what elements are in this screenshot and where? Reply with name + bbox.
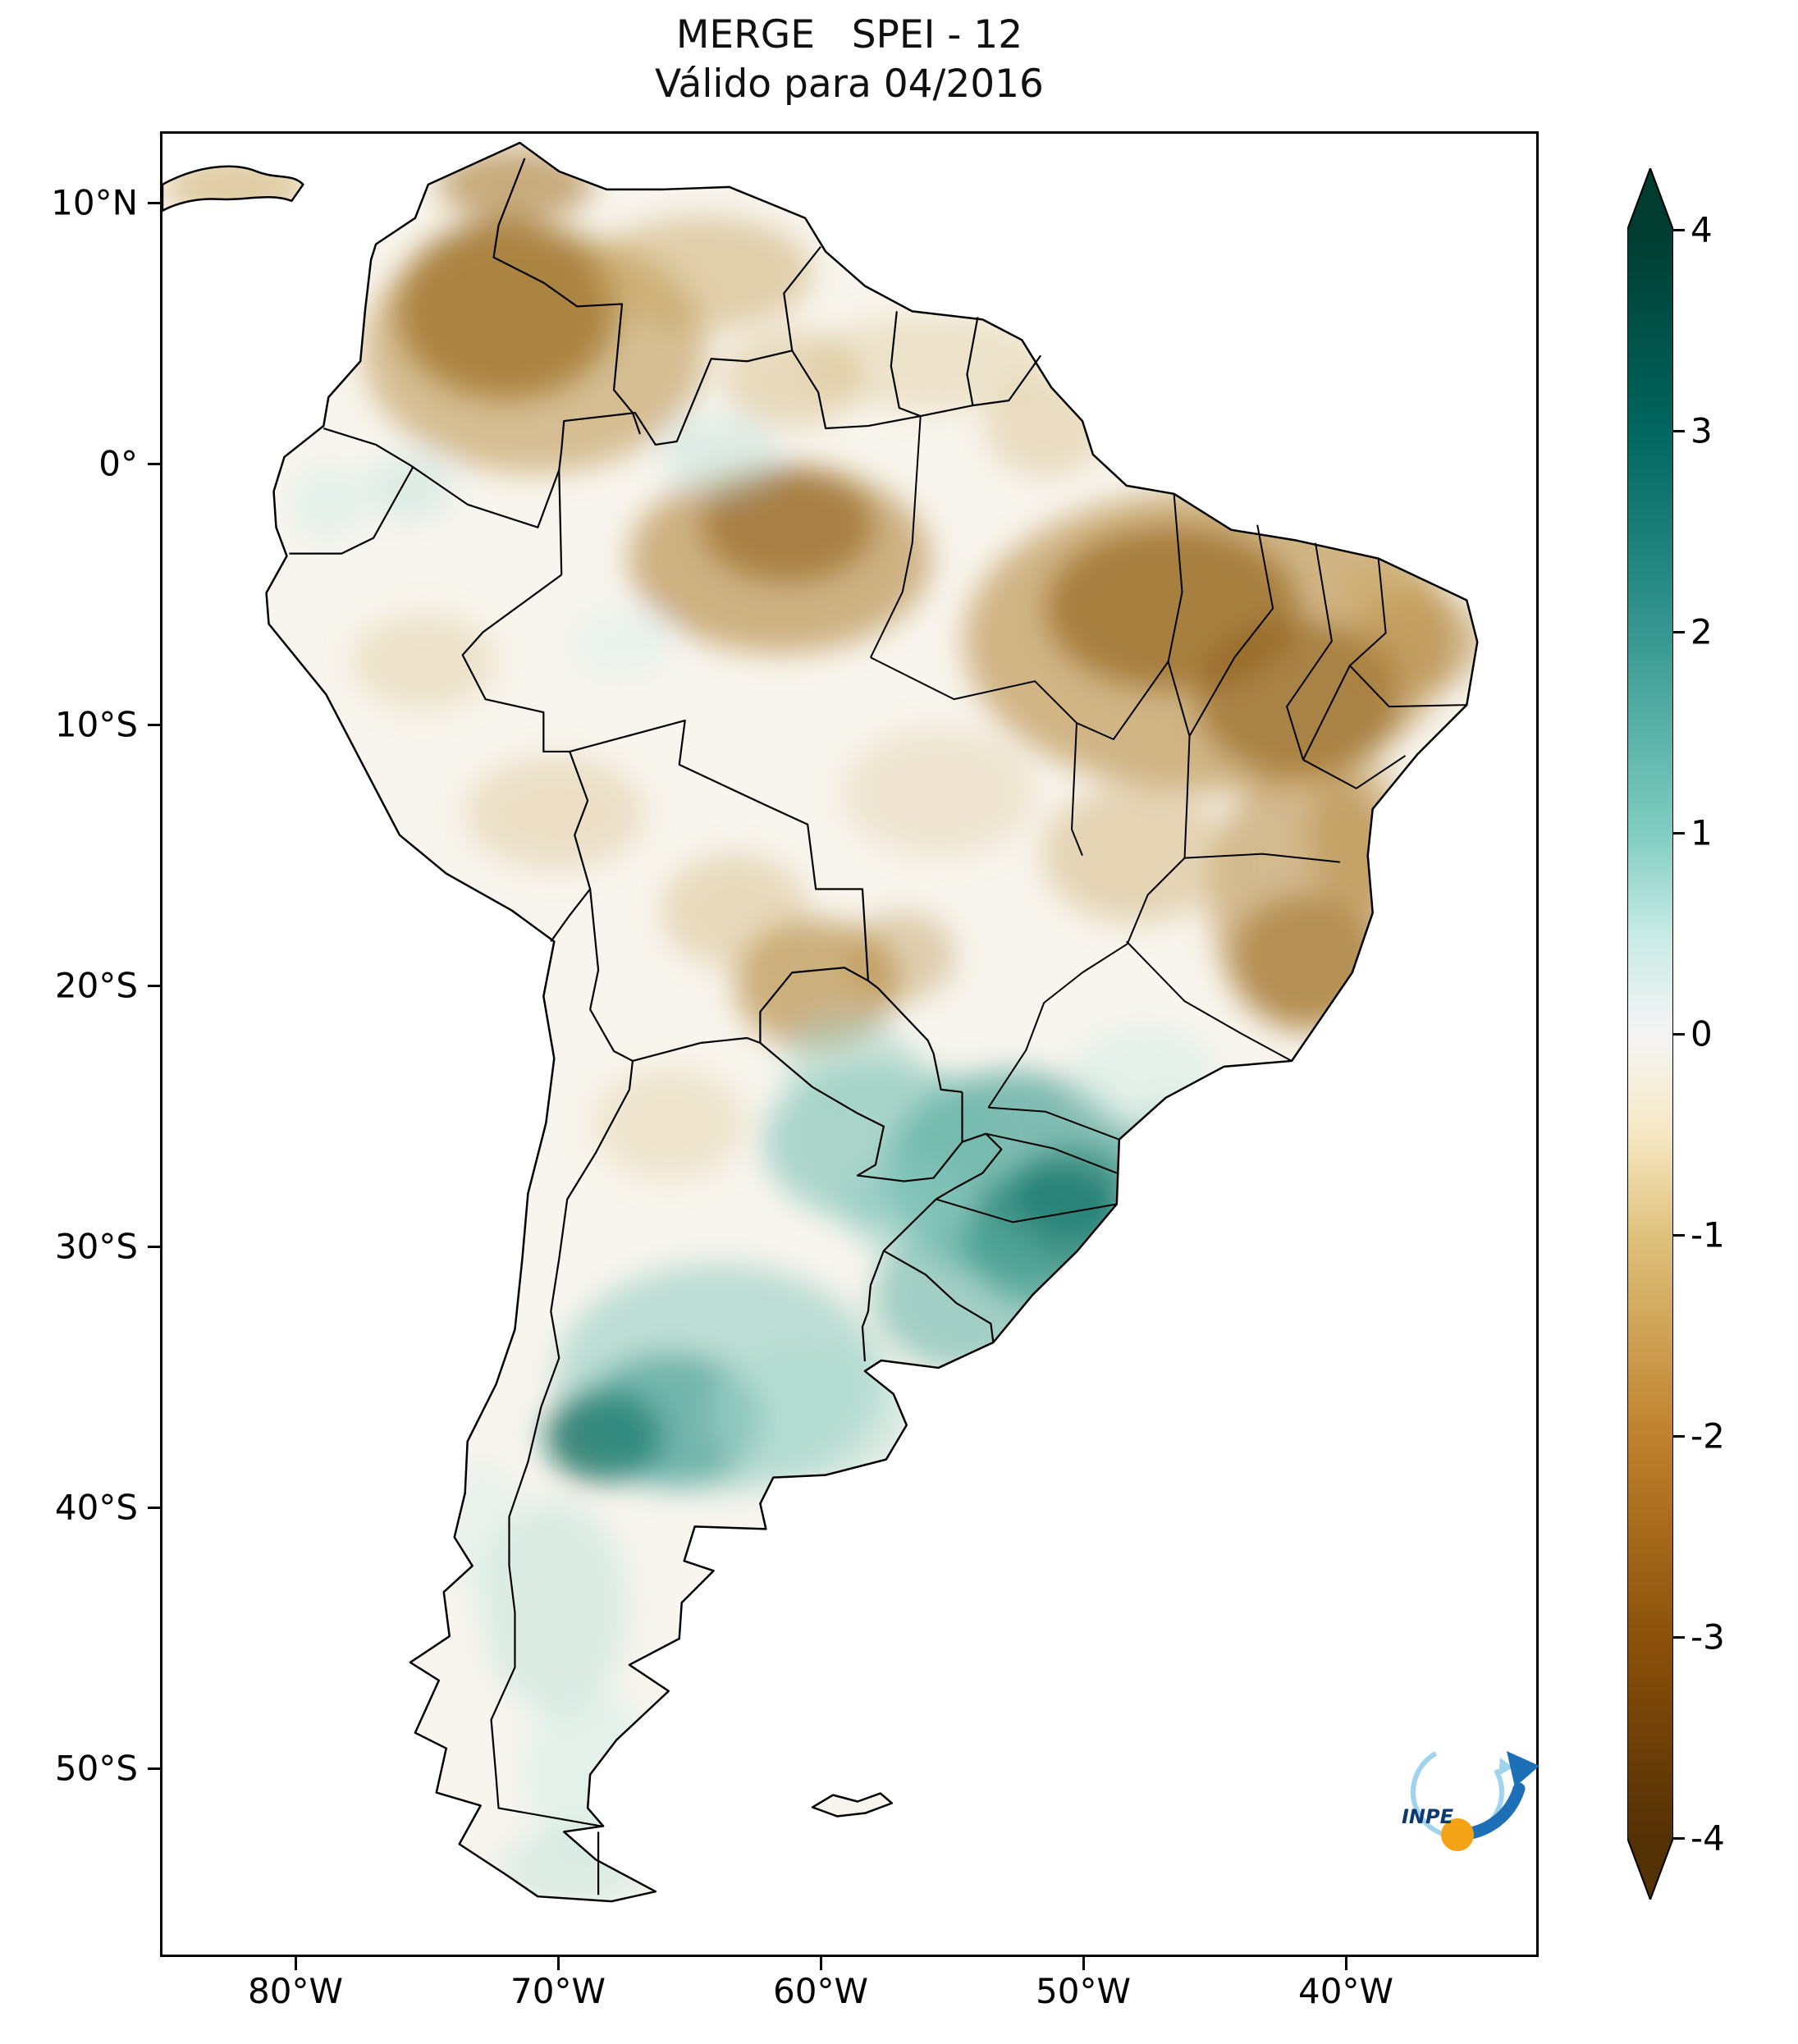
- y-tick-label: 10°S: [54, 704, 138, 745]
- inpe-logo: INPE: [1385, 1733, 1541, 1868]
- y-tick-label: 0°: [98, 443, 138, 484]
- x-tick-label: 70°W: [510, 1971, 606, 2011]
- x-tick-mark: [1345, 1957, 1347, 1970]
- y-tick-mark: [148, 724, 161, 726]
- colorbar-tick-label: 0: [1690, 1013, 1713, 1054]
- x-tick-label: 80°W: [248, 1971, 343, 2011]
- colorbar-tick-label: -1: [1690, 1214, 1725, 1255]
- colorbar-tick-mark: [1673, 430, 1685, 432]
- x-tick-label: 40°W: [1298, 1971, 1393, 2011]
- y-tick-mark: [148, 202, 161, 204]
- colorbar-tick-label: 1: [1690, 812, 1713, 853]
- x-tick-label: 60°W: [773, 1971, 868, 2011]
- x-tick-label: 50°W: [1036, 1971, 1131, 2011]
- logo-swirl-arrowhead: [1498, 1758, 1513, 1776]
- y-tick-mark: [148, 1507, 161, 1509]
- y-tick-label: 50°S: [54, 1748, 138, 1789]
- colorbar-tick-mark: [1673, 1837, 1685, 1840]
- y-tick-mark: [148, 463, 161, 465]
- logo-arrow-head: [1507, 1751, 1540, 1787]
- inpe-logo-graphic: INPE: [1402, 1745, 1540, 1851]
- colorbar-tick-mark: [1673, 1234, 1685, 1237]
- y-tick-mark: [148, 1246, 161, 1248]
- colorbar-tick-mark: [1673, 1033, 1685, 1036]
- colorbar-tick-label: -4: [1690, 1818, 1725, 1859]
- colorbar-tick-label: -3: [1690, 1616, 1725, 1658]
- country-borders: [289, 158, 1042, 1895]
- x-tick-mark: [820, 1957, 822, 1970]
- figure-subtitle: Válido para 04/2016: [655, 62, 1044, 107]
- colorbar: [1626, 166, 1674, 1902]
- colorbar-tick-mark: [1673, 1636, 1685, 1639]
- colorbar-tick-mark: [1673, 832, 1685, 835]
- y-tick-label: 40°S: [54, 1487, 138, 1528]
- y-tick-label: 20°S: [54, 965, 138, 1006]
- colorbar-gradient: [1626, 166, 1674, 1902]
- south-america-spei-map: [161, 141, 1479, 1903]
- logo-orange-ball: [1441, 1818, 1474, 1851]
- colorbar-tick-label: 3: [1690, 410, 1713, 451]
- spei-raster-layer: [162, 142, 1478, 1902]
- colorbar-tick-label: 4: [1690, 209, 1713, 250]
- x-tick-mark: [1082, 1957, 1085, 1970]
- x-tick-mark: [557, 1957, 560, 1970]
- colorbar-tick-mark: [1673, 631, 1685, 633]
- colorbar-tick-label: -2: [1690, 1415, 1725, 1456]
- colorbar-tick-mark: [1673, 229, 1685, 231]
- colorbar-tick-mark: [1673, 1435, 1685, 1438]
- y-tick-mark: [148, 985, 161, 987]
- y-tick-label: 10°N: [51, 182, 138, 223]
- y-tick-mark: [148, 1767, 161, 1770]
- y-tick-label: 30°S: [54, 1226, 138, 1267]
- figure-title: MERGE SPEI - 12: [675, 12, 1023, 57]
- map-plot-area: [160, 131, 1539, 1957]
- x-tick-mark: [295, 1957, 297, 1970]
- brazil-state-borders: [870, 416, 1467, 1223]
- logo-text: INPE: [1402, 1805, 1454, 1828]
- colorbar-tick-label: 2: [1690, 611, 1713, 652]
